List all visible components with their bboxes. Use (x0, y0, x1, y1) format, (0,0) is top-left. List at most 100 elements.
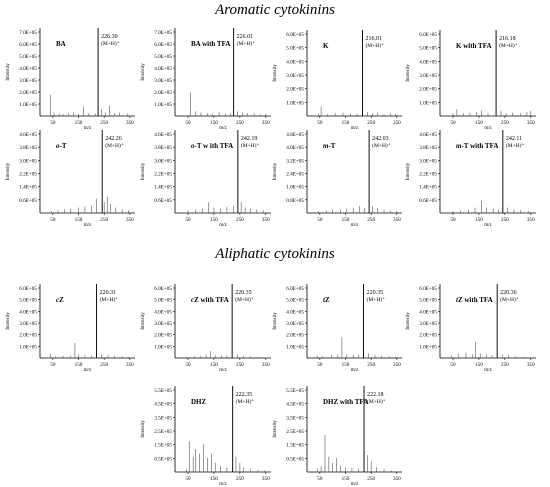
x-tick-label: 50 (317, 476, 323, 482)
panel-title: BA with TFA (191, 40, 230, 48)
panel-title: DHZ (191, 398, 207, 406)
x-tick-label: 250 (367, 476, 375, 482)
panel-title: K (323, 42, 329, 50)
x-tick-label: 50 (185, 217, 191, 223)
peak-mz-label: 220.35 (235, 290, 252, 296)
peak-mz-label: 216.01 (365, 36, 382, 42)
y-tick-label: 3.0E+05 (419, 321, 437, 327)
panel-title: tZ with TFA (456, 296, 493, 304)
x-tick-label: 150 (210, 476, 218, 482)
peak-mz-label: 242.26 (105, 136, 122, 142)
peak-mz-label: 226.01 (237, 34, 254, 40)
peak-ion-label: (M+H)⁺ (499, 42, 518, 49)
aliphatic-section-title: Aliphatic cytokinins (215, 246, 335, 262)
y-tick-label: 1.4E+05 (154, 185, 172, 191)
y-tick-label: 2.0E+05 (286, 333, 304, 339)
y-tick-label: 1.0E+05 (286, 100, 304, 106)
y-axis-label: Intensity (6, 63, 11, 81)
y-tick-label: 4.0E+05 (154, 309, 172, 315)
y-tick-label: 6.0E+05 (19, 286, 37, 292)
x-tick-label: 50 (185, 476, 191, 482)
y-tick-label: 1.4E+05 (19, 185, 37, 191)
spectrum-panel-dhz: 0.5E+05 1.5E+05 2.5E+05 3.5E+05 4.5E+05 5.5E+… (141, 386, 271, 487)
y-tick-label: 2.0E+05 (19, 333, 37, 339)
x-axis-label: m/z (351, 482, 359, 487)
x-tick-label: 150 (342, 362, 350, 368)
x-tick-label: 50 (185, 362, 191, 368)
panel-title: cZ (56, 296, 64, 304)
y-tick-label: 1.0E+05 (286, 344, 304, 350)
y-tick-label: 5.5E+05 (286, 388, 304, 394)
x-tick-label: 50 (185, 120, 191, 126)
y-tick-label: 4.0E+05 (286, 145, 304, 151)
x-tick-label: 350 (126, 120, 134, 126)
x-tick-label: 50 (450, 362, 456, 368)
x-tick-label: 150 (342, 476, 350, 482)
peak-ion-label: (M+H)⁺ (372, 142, 391, 149)
x-axis-label: m/z (219, 482, 227, 487)
y-tick-label: 5.0E+05 (286, 298, 304, 304)
x-axis-label: m/z (484, 368, 492, 373)
y-tick-label: 0.6E+05 (419, 198, 437, 204)
y-tick-label: 6.0E+05 (419, 32, 437, 38)
y-tick-label: 2.5E+05 (154, 429, 172, 435)
panel-title: m-T with TFA (456, 142, 498, 150)
x-tick-label: 50 (317, 120, 323, 126)
x-axis-label: m/z (219, 368, 227, 373)
x-tick-label: 150 (475, 120, 483, 126)
peak-mz-label: 220.35 (367, 290, 384, 296)
y-tick-label: 6.0E+05 (286, 286, 304, 292)
x-tick-label: 150 (475, 217, 483, 223)
x-tick-label: 50 (450, 217, 456, 223)
y-tick-label: 5.0E+05 (419, 298, 437, 304)
x-tick-label: 350 (393, 476, 401, 482)
y-tick-label: 5.0E+05 (154, 54, 172, 60)
y-tick-label: 4.0E+05 (286, 59, 304, 65)
peak-ion-label: (M+H)⁺ (237, 40, 256, 47)
y-axis-label: Intensity (406, 162, 411, 180)
y-tick-label: 2.0E+05 (19, 90, 37, 96)
y-tick-label: 2.0E+05 (419, 333, 437, 339)
y-tick-label: 4.0E+05 (419, 309, 437, 315)
peak-ion-label: (M+H)⁺ (105, 142, 124, 149)
y-tick-label: 2.5E+05 (286, 429, 304, 435)
x-axis-label: m/z (219, 126, 227, 131)
y-tick-label: 6.0E+05 (154, 286, 172, 292)
peak-ion-label: (M+H)⁺ (101, 40, 120, 47)
y-tick-label: 3.0E+05 (154, 158, 172, 164)
peak-mz-label: 220.36 (500, 290, 517, 296)
y-tick-label: 4.5E+05 (154, 402, 172, 408)
peak-mz-label: 222.18 (367, 392, 384, 398)
y-tick-label: 0.8E+05 (286, 198, 304, 204)
x-tick-label: 150 (75, 120, 83, 126)
x-tick-label: 50 (317, 217, 323, 223)
y-tick-label: 2.2E+05 (419, 172, 437, 178)
x-tick-label: 350 (393, 120, 401, 126)
y-tick-label: 2.2E+05 (19, 172, 37, 178)
spectrum-panel-dhz-with-tfa: 0.5E+05 1.5E+05 2.5E+05 3.5E+05 4.5E+05 5.5E+… (273, 386, 402, 487)
y-tick-label: 2.0E+05 (286, 87, 304, 93)
y-tick-label: 5.5E+05 (154, 388, 172, 394)
y-tick-label: 3.0E+05 (154, 321, 172, 327)
y-axis-label: Intensity (273, 420, 278, 438)
y-tick-label: 6.0E+05 (286, 32, 304, 38)
x-tick-label: 350 (393, 217, 401, 223)
y-tick-label: 3.0E+05 (19, 321, 37, 327)
x-tick-label: 250 (100, 120, 108, 126)
y-tick-label: 1.0E+05 (419, 344, 437, 350)
spectrum-panel-ba: 1.0E+05 2.0E+05 3.0E+05 4.0E+05 5.0E+05 6.0E+… (6, 28, 135, 131)
y-axis-label: Intensity (406, 64, 411, 82)
peak-mz-label: 220.31 (100, 290, 117, 296)
x-tick-label: 250 (501, 120, 509, 126)
y-axis-label: Intensity (273, 162, 278, 180)
y-tick-label: 3.0E+05 (419, 73, 437, 79)
spectrum-panel-k-with-tfa: 1.0E+05 2.0E+05 3.0E+05 4.0E+05 5.0E+05 6.0E+… (406, 30, 536, 131)
peak-ion-label: (M+H)⁺ (236, 398, 255, 405)
panel-title: DHZ with TFA (323, 398, 368, 406)
y-axis-label: Intensity (273, 64, 278, 82)
x-tick-label: 50 (50, 120, 56, 126)
x-axis-label: m/z (351, 223, 359, 228)
y-tick-label: 3.0E+05 (19, 78, 37, 84)
x-tick-label: 350 (262, 476, 270, 482)
